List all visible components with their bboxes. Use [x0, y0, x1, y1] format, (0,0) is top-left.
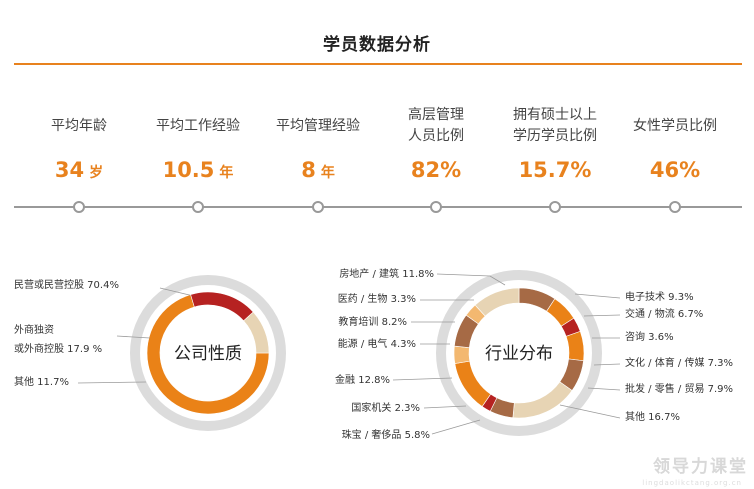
- slice-label-line: 咨询 3.6%: [625, 330, 674, 343]
- leader-line: [392, 377, 453, 381]
- slice-label: 电子技术 9.3%: [625, 290, 694, 303]
- slice-label: 教育培训 8.2%: [338, 315, 407, 328]
- slice-label-line: 国家机关 2.3%: [351, 401, 420, 414]
- slice-label: 医药 / 生物 3.3%: [338, 292, 416, 305]
- slice-label: 珠宝 / 奢侈品 5.8%: [342, 428, 430, 441]
- watermark-url: lingdaolikctang.org.cn: [642, 479, 742, 487]
- slice-label: 外商独资或外商控股 17.9 %: [14, 323, 102, 355]
- slice-label-line: 电子技术 9.3%: [625, 290, 694, 303]
- watermark-logo: 领导力课堂: [653, 457, 748, 477]
- stat-number: 34: [54, 158, 85, 182]
- leader-line: [574, 293, 621, 299]
- stat-unit: 年: [320, 165, 335, 181]
- slice-label-line: 房地产 / 建筑 11.8%: [339, 267, 434, 280]
- slice-label: 能源 / 电气 4.3%: [338, 337, 416, 350]
- stat-4: 高层管理 人员比例 82%: [371, 104, 501, 182]
- slice-label: 其他 16.7%: [625, 410, 680, 423]
- leader-line: [583, 314, 621, 317]
- stat-number: 10.5: [162, 158, 215, 182]
- stat-value: 10.5 年: [133, 158, 263, 182]
- slice-label-line: 医药 / 生物 3.3%: [338, 292, 416, 305]
- slice: [243, 311, 270, 354]
- slice-label: 批发 / 零售 / 贸易 7.9%: [625, 382, 733, 395]
- slice-label: 咨询 3.6%: [625, 330, 674, 343]
- slice-label-line: 批发 / 零售 / 贸易 7.9%: [625, 382, 733, 395]
- donut-chart-2: 电子技术 9.3% 交通 / 物流 6.7% 咨询 3.6% 文化 / 体育 / 传媒…: [335, 267, 733, 441]
- stat-value: 34 岁: [14, 158, 144, 182]
- stat-1: 平均年龄 34 岁: [14, 104, 144, 183]
- donut-chart-1: 民营或民营控股 70.4% 外商独资或外商控股 17.9 % 其他 11.7% 公司性…: [14, 275, 286, 431]
- slice-label: 国家机关 2.3%: [351, 401, 420, 414]
- timeline-node: [192, 201, 204, 213]
- stat-label: 拥有硕士以上 学历学员比例: [513, 107, 597, 144]
- slice-label-line: 能源 / 电气 4.3%: [338, 337, 416, 350]
- slice-label: 民营或民营控股 70.4%: [14, 278, 119, 291]
- slice: [146, 294, 270, 415]
- timeline-node: [430, 201, 442, 213]
- leader-line: [593, 363, 621, 366]
- leader-line: [559, 404, 621, 419]
- slice-label-line: 文化 / 体育 / 传媒 7.3%: [625, 356, 733, 369]
- slice-label-line: 其他 11.7%: [14, 375, 69, 388]
- slice-label: 其他 11.7%: [14, 375, 69, 388]
- leader-line: [587, 387, 621, 391]
- outer-ring: [436, 270, 602, 436]
- stat-number: 82%: [410, 158, 462, 182]
- outer-ring: [130, 275, 286, 431]
- leader-line: [116, 335, 151, 339]
- stat-label: 平均年龄: [51, 117, 107, 134]
- slice-label: 文化 / 体育 / 传媒 7.3%: [625, 356, 733, 369]
- slice: [565, 330, 585, 362]
- title-rule: [14, 63, 742, 65]
- stat-number: 46%: [649, 158, 701, 182]
- stat-value: 46%: [610, 158, 740, 182]
- stat-unit: 岁: [89, 165, 104, 181]
- slice-label-line: 金融 12.8%: [335, 373, 390, 386]
- slice-label: 交通 / 物流 6.7%: [625, 307, 703, 320]
- page-title: 学员数据分析: [323, 35, 431, 55]
- stat-number: 8: [301, 158, 316, 182]
- slice-label: 金融 12.8%: [335, 373, 390, 386]
- slice-label-line: 其他 16.7%: [625, 410, 680, 423]
- timeline-node: [669, 201, 681, 213]
- slice-label: 房地产 / 建筑 11.8%: [339, 267, 434, 280]
- stat-label: 高层管理 人员比例: [408, 107, 464, 144]
- stat-3: 平均管理经验 8 年: [253, 104, 383, 183]
- chart-title: 行业分布: [485, 344, 553, 364]
- slice-label-line: 民营或民营控股 70.4%: [14, 278, 119, 291]
- stat-6: 女性学员比例 46%: [610, 104, 740, 183]
- slice-label-line: 外商独资: [14, 323, 54, 336]
- timeline-node: [549, 201, 561, 213]
- stat-unit: 年: [219, 165, 234, 181]
- timeline-node: [73, 201, 85, 213]
- slice-label-line: 交通 / 物流 6.7%: [625, 307, 703, 320]
- slice: [474, 287, 520, 317]
- slice-label-line: 珠宝 / 奢侈品 5.8%: [342, 428, 430, 441]
- stat-label: 平均管理经验: [276, 117, 360, 134]
- stat-label: 女性学员比例: [633, 117, 717, 134]
- timeline: [14, 206, 742, 208]
- stat-2: 平均工作经验 10.5 年: [133, 104, 263, 183]
- leader-line: [423, 405, 467, 409]
- stat-label: 平均工作经验: [156, 117, 240, 134]
- stat-5: 拥有硕士以上 学历学员比例 15.7%: [490, 104, 620, 182]
- stat-number: 15.7%: [518, 158, 592, 182]
- stat-value: 82%: [371, 158, 501, 182]
- stat-value: 15.7%: [490, 158, 620, 182]
- slice: [190, 291, 254, 322]
- slice-label-line: 或外商控股 17.9 %: [14, 342, 102, 355]
- slice-label-line: 教育培训 8.2%: [338, 315, 407, 328]
- leader-line: [77, 381, 147, 384]
- leader-line: [431, 419, 481, 435]
- slice: [453, 345, 471, 364]
- timeline-node: [312, 201, 324, 213]
- chart-title: 公司性质: [174, 344, 242, 364]
- leader-line: [436, 273, 506, 286]
